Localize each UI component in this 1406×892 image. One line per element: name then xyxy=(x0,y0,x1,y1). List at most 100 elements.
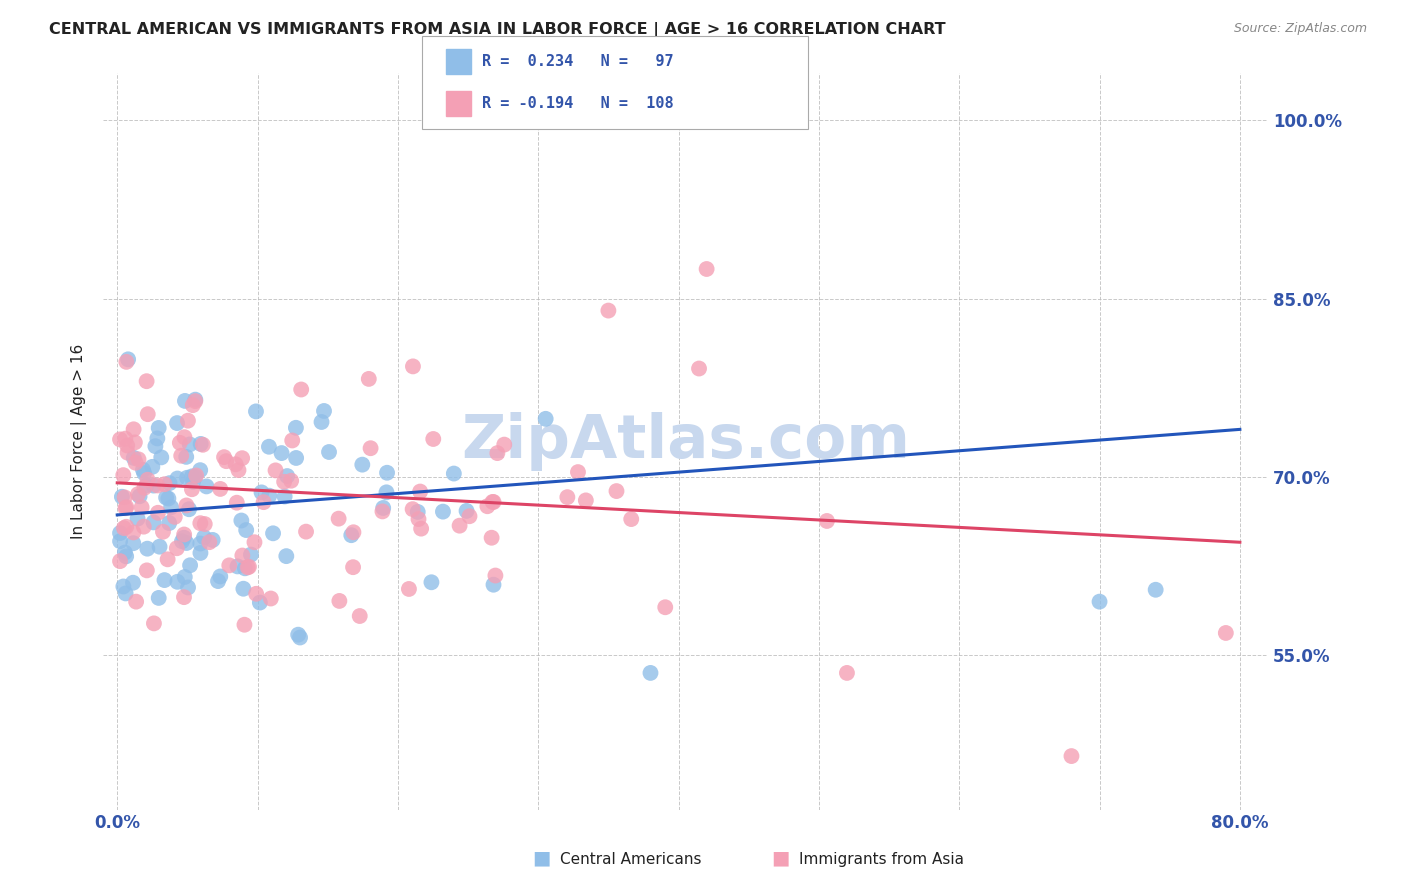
Point xyxy=(260,591,283,606)
Point xyxy=(184,394,207,409)
Point xyxy=(696,262,718,277)
Point xyxy=(575,493,598,508)
Point xyxy=(148,540,170,554)
Point xyxy=(236,560,259,574)
Point xyxy=(159,476,181,491)
Point xyxy=(112,468,135,483)
Point xyxy=(373,500,395,515)
Text: R =  0.234   N =   97: R = 0.234 N = 97 xyxy=(482,54,673,69)
Point xyxy=(148,591,170,605)
Point xyxy=(1088,594,1111,608)
Point xyxy=(115,500,138,515)
Point xyxy=(145,439,167,453)
Point xyxy=(276,469,298,483)
Point xyxy=(157,516,180,530)
Text: ■: ■ xyxy=(531,848,551,867)
Point xyxy=(142,478,165,492)
Point xyxy=(231,549,253,563)
Point xyxy=(250,485,273,500)
Point xyxy=(191,438,214,452)
Point xyxy=(181,475,204,489)
Point xyxy=(173,570,195,584)
Text: Source: ZipAtlas.com: Source: ZipAtlas.com xyxy=(1233,22,1367,36)
Point xyxy=(231,514,253,528)
Point xyxy=(150,450,173,465)
Point xyxy=(456,504,478,518)
Point xyxy=(108,534,131,549)
Point xyxy=(108,433,131,447)
Point xyxy=(422,432,444,446)
Point xyxy=(170,449,193,463)
Point xyxy=(136,407,159,421)
Point xyxy=(233,617,256,632)
Point xyxy=(111,490,134,504)
Point xyxy=(557,490,579,504)
Point xyxy=(290,383,312,397)
Point xyxy=(245,404,267,418)
Point xyxy=(135,374,157,388)
Point xyxy=(484,568,506,582)
Point xyxy=(1215,626,1237,640)
Point xyxy=(340,528,363,542)
Point xyxy=(176,499,198,513)
Point xyxy=(134,481,156,495)
Point xyxy=(148,421,170,435)
Point xyxy=(225,458,247,472)
Point xyxy=(249,596,271,610)
Point xyxy=(169,435,191,450)
Point xyxy=(620,512,643,526)
Point xyxy=(1144,582,1167,597)
Point xyxy=(598,303,620,318)
Point xyxy=(233,561,256,575)
Point xyxy=(152,524,174,539)
Point xyxy=(190,437,212,451)
Point xyxy=(534,412,557,426)
Point xyxy=(375,466,398,480)
Point xyxy=(141,459,163,474)
Point xyxy=(114,545,136,559)
Point xyxy=(122,450,145,465)
Point xyxy=(114,501,136,516)
Point xyxy=(482,578,505,592)
Point xyxy=(122,575,145,590)
Point xyxy=(176,471,198,485)
Point xyxy=(295,524,318,539)
Point xyxy=(173,430,195,444)
Text: ZipAtlas.com: ZipAtlas.com xyxy=(461,412,910,471)
Point xyxy=(160,500,183,515)
Point xyxy=(136,473,159,487)
Point xyxy=(432,505,454,519)
Point xyxy=(114,432,136,446)
Point xyxy=(357,372,380,386)
Point xyxy=(173,590,195,604)
Point xyxy=(449,518,471,533)
Point xyxy=(186,468,208,483)
Point xyxy=(194,516,217,531)
Point xyxy=(262,526,284,541)
Point xyxy=(122,525,145,540)
Point xyxy=(406,505,429,519)
Point xyxy=(402,359,425,374)
Point xyxy=(184,392,207,407)
Point xyxy=(127,487,149,501)
Point xyxy=(486,446,509,460)
Point xyxy=(198,535,221,549)
Point xyxy=(108,554,131,568)
Point xyxy=(134,466,156,480)
Point xyxy=(273,490,295,504)
Point xyxy=(156,552,179,566)
Point xyxy=(201,533,224,547)
Point xyxy=(114,491,136,505)
Point xyxy=(127,511,149,525)
Point xyxy=(128,489,150,503)
Point xyxy=(142,516,165,530)
Point xyxy=(176,536,198,550)
Point xyxy=(481,531,503,545)
Point xyxy=(136,541,159,556)
Point xyxy=(257,440,280,454)
Point xyxy=(238,559,260,574)
Point xyxy=(375,485,398,500)
Point xyxy=(231,451,253,466)
Point xyxy=(443,467,465,481)
Point xyxy=(409,484,432,499)
